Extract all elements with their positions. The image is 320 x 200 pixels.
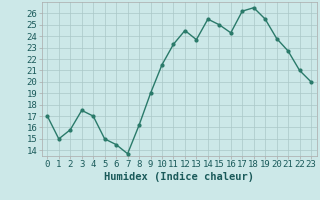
X-axis label: Humidex (Indice chaleur): Humidex (Indice chaleur) [104, 172, 254, 182]
